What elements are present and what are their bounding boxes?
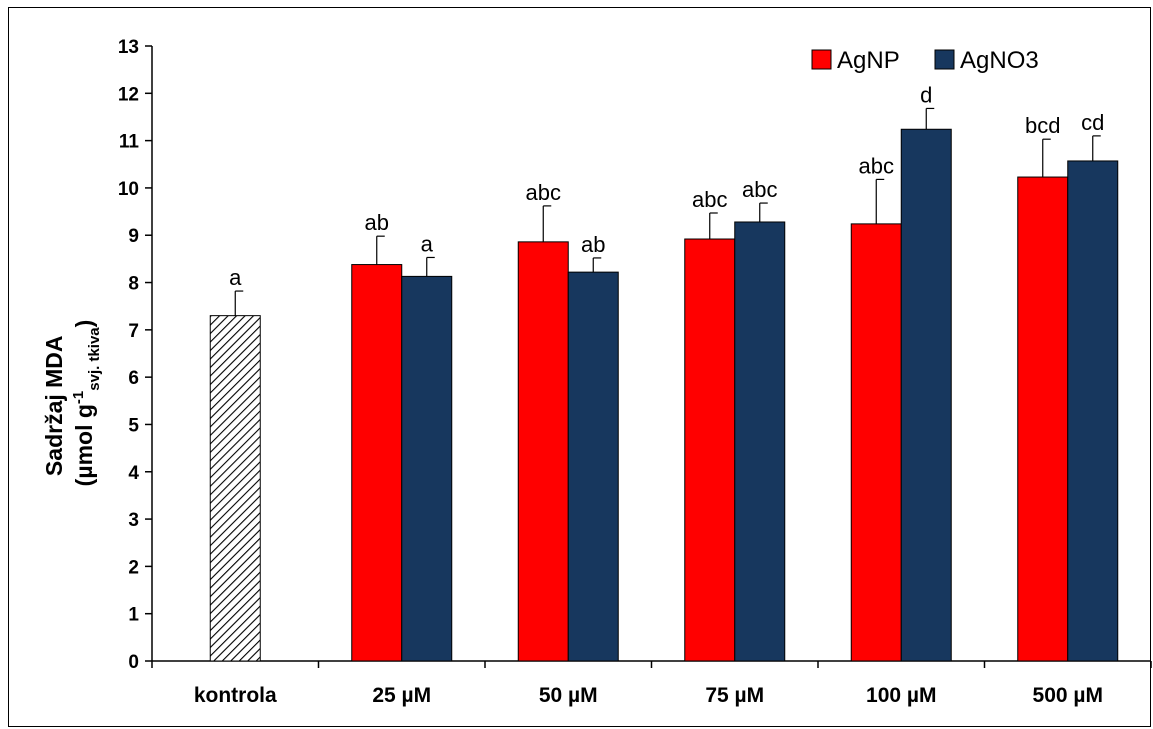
significance-label: cd <box>1081 110 1104 135</box>
significance-label: d <box>920 82 932 107</box>
y-axis-label-sup: -1 <box>70 391 87 404</box>
x-tick-label: kontrola <box>194 684 277 707</box>
x-tick-label: 75 µM <box>705 684 764 707</box>
bar-agnp <box>850 223 902 662</box>
x-tick-label: 100 µM <box>866 684 936 707</box>
y-tick-label: 11 <box>119 132 140 153</box>
significance-label: abc <box>859 153 894 178</box>
bar-agno3 <box>734 221 786 662</box>
x-tick-label: 50 µM <box>539 684 598 707</box>
y-tick-label: 9 <box>128 226 139 247</box>
significance-label: ab <box>365 210 389 235</box>
y-tick-label: 4 <box>128 463 139 484</box>
y-axis-label-sub: svj. tkiva <box>86 327 103 391</box>
bar-agnp <box>517 241 569 662</box>
legend-swatch-agnp <box>811 49 832 70</box>
bar-agno3 <box>567 271 619 662</box>
y-axis-label-suffix: ) <box>71 320 97 328</box>
legend-label-agno3: AgNO3 <box>960 47 1039 74</box>
bar-agno3 <box>1067 160 1119 662</box>
y-axis-label-line1: Sadržaj MDA <box>41 336 67 476</box>
y-axis-label-line2: (µmol g <box>71 404 97 486</box>
y-tick-label: 12 <box>118 84 139 105</box>
x-tick-label: 500 µM <box>1033 684 1103 707</box>
x-tick-label: 25 µM <box>372 684 431 707</box>
significance-label: a <box>229 265 242 290</box>
y-tick-label: 6 <box>128 368 139 389</box>
bar-agnp <box>351 264 403 662</box>
legend-label-agnp: AgNP <box>837 47 900 74</box>
significance-label: bcd <box>1025 113 1060 138</box>
significance-label: abc <box>742 177 777 202</box>
y-tick-label: 2 <box>128 557 139 578</box>
bar-agno3 <box>900 128 952 662</box>
significance-label: abc <box>526 180 561 205</box>
y-tick-label: 3 <box>128 510 139 531</box>
bar-agno3 <box>401 275 453 662</box>
y-axis-label: Sadržaj MDA (µmol g-1svj. tkiva) <box>41 320 103 487</box>
y-tick-label: 0 <box>128 652 139 673</box>
y-tick-label: 1 <box>128 605 139 626</box>
significance-label: ab <box>581 232 605 257</box>
bar-control <box>209 315 261 662</box>
significance-label: a <box>421 231 434 256</box>
bar-agnp <box>1017 176 1069 662</box>
legend: AgNP AgNO3 <box>811 47 1039 74</box>
significance-label: abc <box>692 187 727 212</box>
y-tick-label: 13 <box>118 37 139 58</box>
bar-agnp <box>684 238 736 662</box>
bars <box>209 107 1119 662</box>
chart-frame <box>8 7 1151 727</box>
legend-swatch-agno3 <box>934 49 955 70</box>
y-tick-label: 10 <box>118 179 139 200</box>
y-tick-label: 5 <box>128 415 139 436</box>
y-tick-label: 7 <box>128 321 139 342</box>
y-tick-label: 8 <box>128 274 139 295</box>
